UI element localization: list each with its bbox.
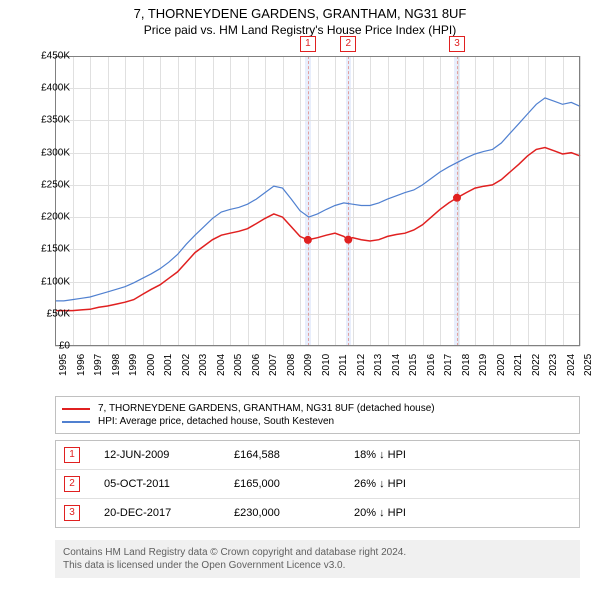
event-date: 20-DEC-2017: [104, 507, 234, 519]
y-axis-label: £400K: [20, 83, 70, 94]
x-axis-label: 2015: [408, 354, 419, 376]
sale-point-2: [344, 236, 352, 244]
event-date: 12-JUN-2009: [104, 449, 234, 461]
event-row-2: 2 05-OCT-2011£165,00026% ↓ HPI: [56, 470, 579, 499]
x-axis-label: 2009: [303, 354, 314, 376]
x-axis-label: 2014: [391, 354, 402, 376]
y-axis-label: £200K: [20, 212, 70, 223]
x-axis-label: 2013: [373, 354, 384, 376]
y-axis-label: £0: [20, 341, 70, 352]
gridline-horizontal: [55, 346, 580, 347]
chart-subtitle: Price paid vs. HM Land Registry's House …: [0, 23, 600, 37]
x-axis-label: 2006: [251, 354, 262, 376]
x-axis-label: 1997: [93, 354, 104, 376]
x-axis-label: 2023: [548, 354, 559, 376]
plot-area: 123: [55, 56, 580, 346]
chart-container: 7, THORNEYDENE GARDENS, GRANTHAM, NG31 8…: [0, 6, 600, 596]
y-axis-label: £100K: [20, 276, 70, 287]
line-plot: [55, 56, 580, 346]
y-axis-label: £450K: [20, 51, 70, 62]
x-axis-label: 2005: [233, 354, 244, 376]
event-price: £164,588: [234, 449, 354, 461]
legend-swatch: [62, 408, 90, 410]
x-axis-label: 2002: [181, 354, 192, 376]
x-axis-label: 2022: [531, 354, 542, 376]
x-axis-label: 1998: [111, 354, 122, 376]
legend-label: HPI: Average price, detached house, Sout…: [98, 416, 334, 427]
sale-point-3: [453, 194, 461, 202]
legend-row: HPI: Average price, detached house, Sout…: [62, 416, 573, 427]
x-axis-label: 1996: [76, 354, 87, 376]
legend-row: 7, THORNEYDENE GARDENS, GRANTHAM, NG31 8…: [62, 403, 573, 414]
sale-point-1: [304, 236, 312, 244]
event-price: £230,000: [234, 507, 354, 519]
x-axis-label: 2007: [268, 354, 279, 376]
x-axis-label: 2004: [216, 354, 227, 376]
chart-title: 7, THORNEYDENE GARDENS, GRANTHAM, NG31 8…: [0, 6, 600, 21]
x-axis-label: 2003: [198, 354, 209, 376]
x-axis-label: 2001: [163, 354, 174, 376]
legend-label: 7, THORNEYDENE GARDENS, GRANTHAM, NG31 8…: [98, 403, 435, 414]
event-row-3: 3 20-DEC-2017£230,00020% ↓ HPI: [56, 499, 579, 527]
events-table: 1 12-JUN-2009£164,58818% ↓ HPI 2 05-OCT-201…: [55, 440, 580, 528]
event-row-marker: 1: [64, 447, 80, 463]
footer-attribution: Contains HM Land Registry data © Crown c…: [55, 540, 580, 578]
footer-line-1: Contains HM Land Registry data © Crown c…: [63, 546, 572, 559]
x-axis-label: 2011: [338, 354, 349, 376]
x-axis-label: 2020: [496, 354, 507, 376]
x-axis-label: 2012: [356, 354, 367, 376]
event-row-marker: 2: [64, 476, 80, 492]
legend-swatch: [62, 421, 90, 423]
x-axis-label: 2016: [426, 354, 437, 376]
y-axis-label: £250K: [20, 179, 70, 190]
x-axis-label: 2018: [461, 354, 472, 376]
legend: 7, THORNEYDENE GARDENS, GRANTHAM, NG31 8…: [55, 396, 580, 434]
event-marker-1: 1: [300, 36, 316, 52]
event-row-marker: 3: [64, 505, 80, 521]
y-axis-label: £150K: [20, 244, 70, 255]
event-price: £165,000: [234, 478, 354, 490]
x-axis-label: 2000: [146, 354, 157, 376]
x-axis-label: 2024: [566, 354, 577, 376]
y-axis-label: £50K: [20, 308, 70, 319]
gridline-vertical: [580, 56, 581, 346]
footer-line-2: This data is licensed under the Open Gov…: [63, 559, 572, 572]
event-marker-2: 2: [340, 36, 356, 52]
x-axis-label: 2010: [321, 354, 332, 376]
x-axis-label: 2025: [583, 354, 594, 376]
event-delta: 26% ↓ HPI: [354, 478, 474, 490]
event-delta: 18% ↓ HPI: [354, 449, 474, 461]
x-axis-label: 2008: [286, 354, 297, 376]
event-delta: 20% ↓ HPI: [354, 507, 474, 519]
y-axis-label: £350K: [20, 115, 70, 126]
x-axis-label: 1995: [58, 354, 69, 376]
x-axis-label: 1999: [128, 354, 139, 376]
event-marker-3: 3: [449, 36, 465, 52]
x-axis-label: 2019: [478, 354, 489, 376]
y-axis-label: £300K: [20, 147, 70, 158]
x-axis-label: 2021: [513, 354, 524, 376]
event-row-1: 1 12-JUN-2009£164,58818% ↓ HPI: [56, 441, 579, 470]
series-hpi: [55, 98, 580, 301]
series-price_paid: [55, 148, 580, 311]
x-axis-label: 2017: [443, 354, 454, 376]
event-date: 05-OCT-2011: [104, 478, 234, 490]
